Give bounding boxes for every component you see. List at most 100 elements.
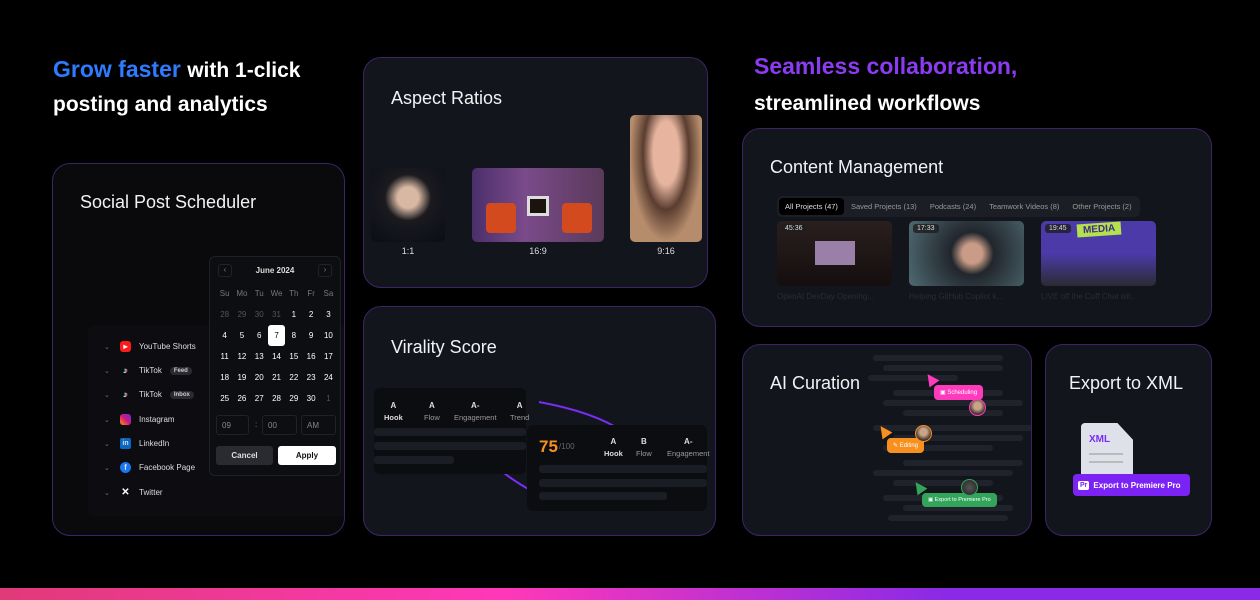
video-duration: 17:33 (913, 224, 939, 233)
left-headline: Grow faster with 1-click (53, 56, 300, 83)
calendar-day[interactable]: 26 (237, 394, 247, 403)
score-panel-1: A Hook A Flow A- Engagement A Trend (374, 388, 529, 474)
date-picker: ‹ June 2024 › Su Mo Tu We Th Fr Sa 28 29 30 31 1 2 3 4… (209, 256, 341, 476)
headline-line2: posting and analytics (53, 93, 268, 116)
weekday-label: Sa (323, 289, 334, 298)
calendar-day[interactable]: 21 (272, 373, 281, 382)
landscape-video-thumbnail[interactable] (472, 168, 604, 242)
chevron-down-icon: ⌄ (104, 367, 110, 375)
text-line (883, 400, 1023, 406)
platform-tiktok-feed[interactable]: ⌄ ♪ TikTok Feed (104, 365, 192, 376)
ampm-select[interactable]: AM (301, 415, 336, 435)
button-label: Export to Premiere Pro (1093, 480, 1181, 490)
calendar-day[interactable]: 3 (326, 310, 331, 319)
weekday-label: Tu (254, 289, 264, 298)
calendar-day[interactable]: 9 (308, 331, 314, 340)
platform-label: Twitter (139, 488, 163, 497)
card-title: Export to XML (1069, 373, 1184, 393)
next-month-button[interactable]: › (318, 264, 332, 277)
ratio-label: 9:16 (657, 246, 675, 256)
calendar-day[interactable]: 13 (254, 352, 264, 361)
score-max: /100 (559, 442, 575, 451)
chevron-down-icon: ⌄ (104, 391, 110, 399)
feed-badge: Feed (169, 366, 192, 375)
platform-twitter[interactable]: ⌄ ✕ Twitter (104, 487, 163, 498)
headline-accent: Grow faster (53, 56, 181, 82)
platform-instagram[interactable]: ⌄ Instagram (104, 414, 175, 425)
text-line (873, 425, 1031, 431)
calendar-day[interactable]: 19 (237, 373, 247, 382)
tab-other-projects[interactable]: Other Projects (2) (1072, 202, 1132, 211)
text-line (888, 515, 1008, 521)
calendar-day[interactable]: 20 (254, 373, 264, 382)
card-title: Content Management (770, 157, 944, 177)
calendar-day[interactable]: 16 (306, 352, 316, 361)
tab-podcasts[interactable]: Podcasts (24) (929, 202, 977, 211)
video-title: LIVE off the Cuff Chat wit... (1041, 292, 1138, 301)
calendar-day[interactable]: 29 (237, 310, 247, 319)
calendar-day[interactable]: 30 (306, 394, 316, 403)
calendar-day[interactable]: 5 (239, 331, 245, 340)
content-management-card: Content Management All Projects (47) Sav… (742, 128, 1212, 327)
chevron-down-icon: ⌄ (104, 464, 110, 472)
calendar-day[interactable]: 24 (323, 373, 333, 382)
prev-month-button[interactable]: ‹ (218, 264, 232, 277)
platform-linkedin[interactable]: ⌄ in LinkedIn (104, 438, 169, 449)
linkedin-icon: in (120, 438, 131, 449)
calendar-day[interactable]: 30 (254, 310, 264, 319)
calendar-day[interactable]: 17 (323, 352, 333, 361)
calendar-day[interactable]: 2 (308, 310, 314, 319)
calendar-day[interactable]: 25 (220, 394, 230, 403)
calendar-day[interactable]: 10 (323, 331, 333, 340)
calendar-day[interactable]: 31 (272, 310, 281, 319)
calendar-day[interactable]: 12 (237, 352, 247, 361)
tab-all-projects[interactable]: All Projects (47) (779, 198, 844, 215)
video-card[interactable]: 17:33 (909, 221, 1024, 286)
calendar-day[interactable]: 11 (220, 352, 229, 361)
ratio-label: 1:1 (401, 246, 415, 256)
square-video-thumbnail[interactable] (371, 168, 445, 242)
export-premiere-button[interactable]: Pr Export to Premiere Pro (1073, 474, 1190, 496)
hour-input[interactable]: 09 (216, 415, 249, 435)
text-line (893, 480, 993, 486)
video-duration: 19:45 (1045, 224, 1071, 233)
video-title: Helping GitHub Copilot k... (909, 292, 1004, 301)
calendar-day[interactable]: 23 (306, 373, 316, 382)
text-line (873, 355, 1003, 361)
calendar-day[interactable]: 14 (272, 352, 281, 361)
platform-youtube-shorts[interactable]: ⌄ ▸ YouTube Shorts (104, 341, 196, 352)
video-title: OpenAI DevDay Opening... (777, 292, 874, 301)
calendar-day[interactable]: 15 (289, 352, 299, 361)
calendar-day[interactable]: 6 (257, 331, 262, 340)
weekday-label: Mo (236, 289, 248, 298)
calendar-day[interactable]: 28 (220, 310, 230, 319)
calendar-grid: Su Mo Tu We Th Fr Sa 28 29 30 31 1 2 3 4 5 6 7 8 9 10 11 12 13 1… (216, 283, 337, 409)
cancel-button[interactable]: Cancel (216, 446, 273, 465)
portrait-video-thumbnail[interactable] (630, 115, 702, 242)
x-icon: ✕ (121, 487, 130, 498)
video-card[interactable]: 45:36 (777, 221, 892, 286)
calendar-day[interactable]: 8 (291, 331, 297, 340)
calendar-day[interactable]: 4 (222, 331, 227, 340)
card-title: Aspect Ratios (391, 88, 503, 108)
tab-teamwork-videos[interactable]: Teamwork Videos (8) (989, 202, 1060, 211)
video-card[interactable]: MEDIA 19:45 (1041, 221, 1156, 286)
editing-tag: ✎ Editing (887, 438, 925, 453)
tab-saved-projects[interactable]: Saved Projects (13) (850, 202, 917, 211)
text-line (883, 445, 993, 451)
scheduling-tag: ▣ Scheduling (934, 385, 984, 400)
text-line (903, 505, 1013, 511)
apply-button[interactable]: Apply (278, 446, 336, 465)
platform-tiktok-inbox[interactable]: ⌄ ♪ TikTok Inbox (104, 389, 194, 400)
calendar-day[interactable]: 7 (267, 325, 286, 346)
calendar-day[interactable]: 28 (272, 394, 281, 403)
calendar-day[interactable]: 1 (326, 394, 331, 403)
minute-input[interactable]: 00 (262, 415, 297, 435)
calendar-day[interactable]: 29 (289, 394, 299, 403)
calendar-day[interactable]: 1 (291, 310, 297, 319)
platform-facebook[interactable]: ⌄ f Facebook Page (104, 462, 195, 473)
calendar-day[interactable]: 22 (289, 373, 299, 382)
avatar (961, 479, 978, 496)
calendar-day[interactable]: 27 (254, 394, 264, 403)
calendar-day[interactable]: 18 (220, 373, 230, 382)
